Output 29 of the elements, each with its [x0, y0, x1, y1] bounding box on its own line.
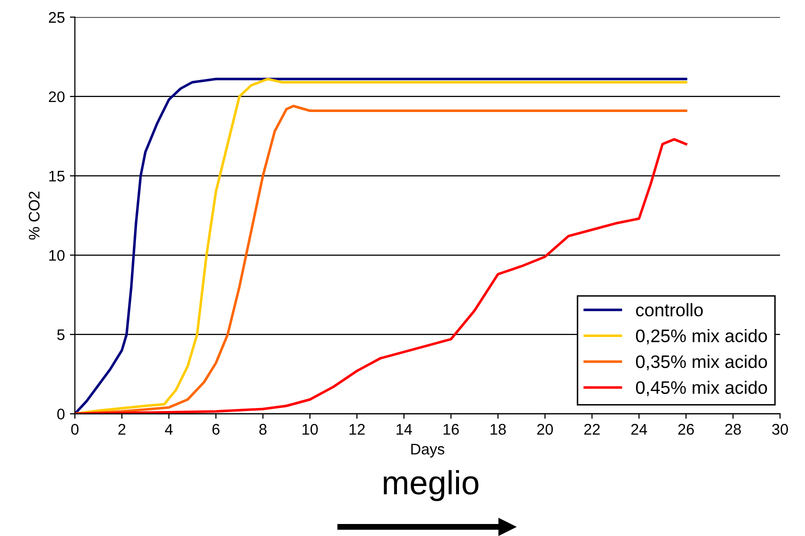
x-tick-label: 18: [490, 424, 506, 435]
x-tick-label: 6: [212, 424, 220, 435]
y-tick-label: 10: [49, 250, 65, 261]
text: meglio: [384, 470, 478, 502]
legend-label: 0,25% mix acido: [636, 328, 768, 344]
x-tick-label: 20: [537, 424, 553, 435]
x-axis-title: Days: [411, 444, 444, 458]
x-tick-label: 28: [725, 424, 741, 435]
legend-label: controllo: [636, 303, 703, 316]
y-tick-label: 15: [49, 170, 65, 182]
x-tick-label: 14: [396, 424, 412, 435]
x-tick-label: 8: [259, 424, 266, 435]
x-tick-label: 24: [631, 424, 648, 435]
x-tick-label: 22: [584, 424, 600, 435]
y-tick-label: 20: [48, 91, 65, 102]
y-tick-label: 5: [57, 329, 65, 340]
x-tick-label: 10: [302, 424, 318, 435]
x-tick-label: 4: [164, 424, 173, 435]
x-tick-label: 30: [772, 424, 788, 435]
x-tick-label: 26: [678, 424, 694, 435]
x-tick-label: 2: [118, 424, 126, 435]
x-tick-label: 16: [444, 424, 459, 435]
legend-label: 0,45% mix acido: [636, 380, 768, 396]
y-tick-label: 25: [48, 12, 65, 23]
y-tick-label: 0: [57, 408, 65, 420]
y-axis-title: % CO2: [28, 192, 40, 240]
x-tick-label: 0: [71, 424, 79, 435]
x-tick-label: 12: [350, 424, 365, 435]
legend-label: 0,35% mix acido: [636, 354, 768, 370]
